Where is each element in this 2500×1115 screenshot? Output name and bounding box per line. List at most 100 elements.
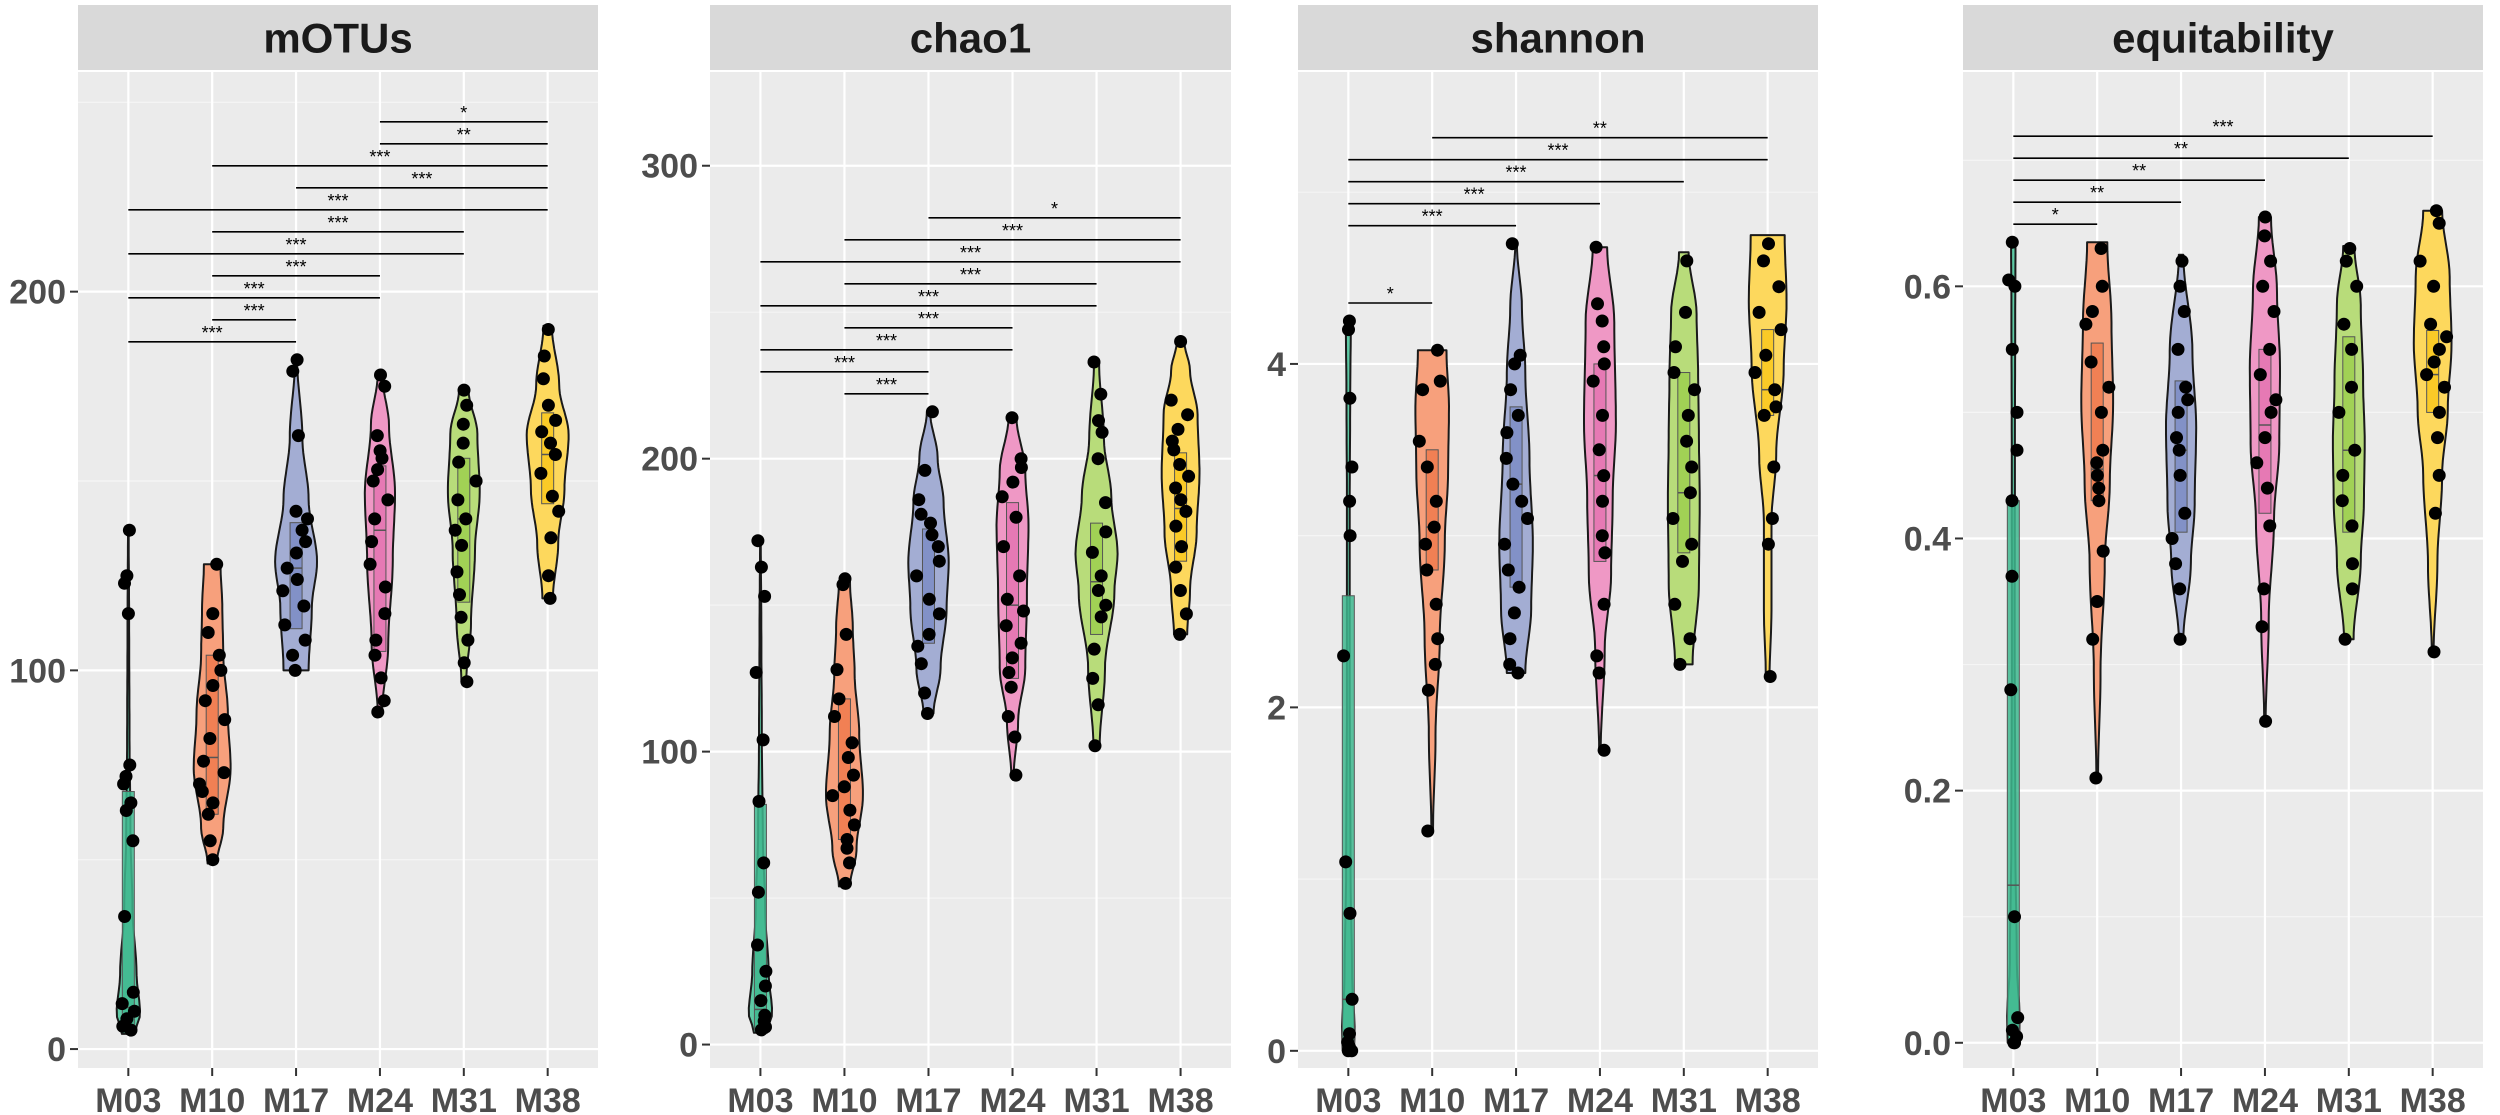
data-point: [2010, 443, 2024, 457]
data-point: [1688, 383, 1701, 397]
data-point: [1343, 906, 1357, 920]
data-point: [2170, 431, 2183, 445]
data-point: [301, 512, 314, 526]
data-point: [756, 733, 770, 747]
data-point: [2090, 456, 2104, 470]
data-point: [454, 610, 468, 624]
data-point: [218, 713, 232, 727]
data-point: [1752, 305, 1766, 319]
data-point: [2432, 405, 2446, 419]
data-point: [377, 694, 391, 708]
data-point: [2350, 279, 2364, 293]
significance-label: ***: [327, 213, 348, 233]
x-tick-label: M10: [179, 1082, 245, 1115]
data-point: [2253, 368, 2267, 382]
data-point: [541, 323, 555, 336]
data-point: [1013, 569, 1027, 583]
data-point: [1173, 458, 1187, 471]
data-point: [2178, 506, 2192, 520]
data-point: [1683, 486, 1697, 500]
box-m03: [1341, 595, 1355, 1043]
data-point: [1427, 520, 1441, 534]
significance-label: **: [2132, 161, 2146, 181]
data-point: [1002, 666, 1016, 679]
data-point: [1500, 426, 1514, 440]
data-point: [2440, 330, 2454, 344]
data-point: [1762, 237, 1775, 251]
data-point: [2181, 393, 2195, 407]
data-point: [288, 663, 302, 677]
data-point: [2172, 443, 2186, 457]
data-point: [2432, 342, 2446, 356]
data-point: [545, 489, 559, 503]
significance-label: *: [1387, 284, 1394, 304]
data-point: [297, 599, 311, 613]
data-point: [2005, 494, 2019, 508]
data-point: [121, 607, 135, 621]
significance-label: ***: [2212, 117, 2233, 137]
data-point: [2079, 317, 2093, 331]
y-tick-label: 200: [9, 274, 66, 312]
significance-label: **: [457, 125, 471, 145]
x-tick-label: M17: [2148, 1082, 2214, 1115]
data-point: [289, 546, 303, 560]
data-point: [534, 466, 548, 480]
data-point: [2173, 279, 2187, 293]
significance-label: ***: [327, 191, 348, 211]
y-tick-label: 200: [641, 441, 698, 479]
x-tick-label: M24: [2232, 1082, 2298, 1115]
data-point: [1337, 649, 1351, 663]
x-tick-label: M03: [95, 1082, 161, 1115]
data-point: [1169, 519, 1183, 533]
data-point: [2004, 683, 2018, 697]
violin-m10: [2080, 241, 2115, 779]
data-point: [370, 429, 384, 443]
data-point: [910, 569, 924, 583]
data-point: [1592, 666, 1606, 680]
data-point: [1091, 452, 1105, 466]
data-point: [1685, 537, 1699, 551]
data-point: [1174, 493, 1188, 507]
data-point: [2427, 355, 2441, 369]
data-point: [2427, 279, 2441, 293]
data-point: [286, 364, 300, 378]
data-point: [2256, 279, 2270, 293]
y-tick-label: 0.4: [1904, 520, 1951, 558]
data-point: [548, 448, 562, 461]
data-point: [1521, 512, 1534, 525]
data-point: [2085, 305, 2099, 318]
data-point: [2338, 632, 2352, 646]
data-point: [452, 455, 466, 469]
data-point: [1597, 743, 1611, 757]
data-point: [1094, 387, 1108, 401]
data-point: [2343, 242, 2357, 255]
x-tick-label: M17: [895, 1082, 961, 1115]
data-point: [1087, 642, 1101, 656]
data-point: [2095, 279, 2109, 293]
significance-label: ***: [411, 169, 432, 189]
data-point: [278, 618, 292, 632]
data-point: [1765, 512, 1779, 525]
data-point: [1503, 632, 1517, 646]
data-point: [1179, 504, 1193, 518]
data-point: [276, 584, 290, 598]
panel-background: [710, 72, 1231, 1068]
data-point: [542, 569, 555, 583]
y-tick-label: 0.0: [1904, 1025, 1951, 1063]
data-point: [1099, 598, 1113, 612]
data-point: [751, 938, 764, 952]
data-point: [2005, 235, 2019, 249]
data-point: [2092, 494, 2106, 508]
data-point: [922, 592, 936, 606]
data-point: [1431, 632, 1445, 646]
box-m24: [373, 465, 387, 652]
data-point: [2258, 431, 2272, 445]
data-point: [828, 710, 841, 723]
data-point: [295, 523, 309, 537]
data-point: [119, 769, 133, 783]
data-point: [749, 666, 763, 679]
data-point: [1499, 451, 1513, 465]
data-point: [115, 997, 129, 1011]
data-point: [460, 398, 474, 412]
y-tick-label: 0.6: [1904, 268, 1951, 306]
